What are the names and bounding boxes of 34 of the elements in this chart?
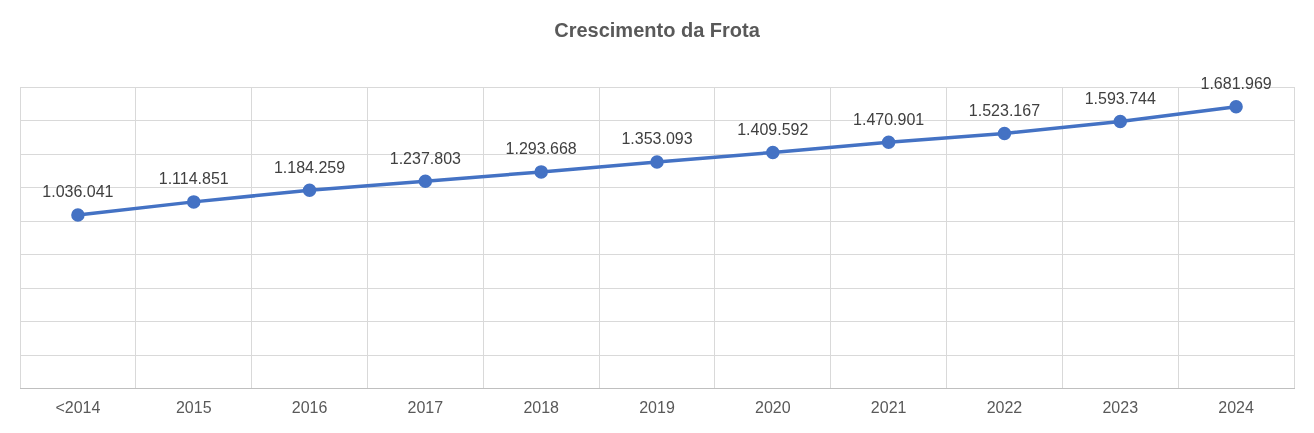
x-tick-label: 2024 bbox=[1218, 398, 1254, 416]
point bbox=[534, 165, 548, 179]
data-label: 1.353.093 bbox=[621, 130, 693, 148]
x-tick-label: 2022 bbox=[986, 398, 1023, 416]
data-label: 1.036.041 bbox=[42, 183, 114, 201]
data-label: 1.409.592 bbox=[737, 120, 809, 138]
x-tick-label: 2018 bbox=[523, 398, 560, 416]
point bbox=[766, 145, 780, 160]
data-label: 1.523.167 bbox=[968, 101, 1041, 119]
point bbox=[1229, 100, 1243, 114]
point bbox=[650, 155, 664, 169]
x-tick-label: 2020 bbox=[755, 398, 791, 416]
data-label: 1.237.803 bbox=[389, 149, 462, 167]
point bbox=[997, 126, 1012, 141]
x-tick-label: <2014 bbox=[55, 398, 101, 416]
chart-title: Crescimento da Frota bbox=[554, 18, 761, 41]
x-tick-label: 2021 bbox=[870, 398, 907, 416]
point bbox=[186, 195, 201, 209]
x-tick-label: 2017 bbox=[407, 398, 444, 416]
point bbox=[1113, 114, 1128, 129]
x-tick-label: 2019 bbox=[639, 398, 675, 416]
x-tick-label: 2016 bbox=[291, 398, 328, 416]
point bbox=[418, 174, 433, 189]
data-label: 1.184.259 bbox=[273, 158, 346, 176]
data-label: 1.114.851 bbox=[158, 170, 229, 188]
point bbox=[71, 208, 85, 222]
data-label: 1.470.901 bbox=[853, 110, 925, 128]
point bbox=[881, 135, 896, 149]
data-label: 1.593.744 bbox=[1084, 89, 1156, 107]
x-tick-label: 2023 bbox=[1102, 398, 1139, 416]
data-label: 1.681.969 bbox=[1200, 75, 1272, 93]
data-label: 1.293.668 bbox=[505, 140, 577, 158]
point bbox=[302, 183, 317, 197]
x-tick-label: 2015 bbox=[175, 398, 212, 416]
